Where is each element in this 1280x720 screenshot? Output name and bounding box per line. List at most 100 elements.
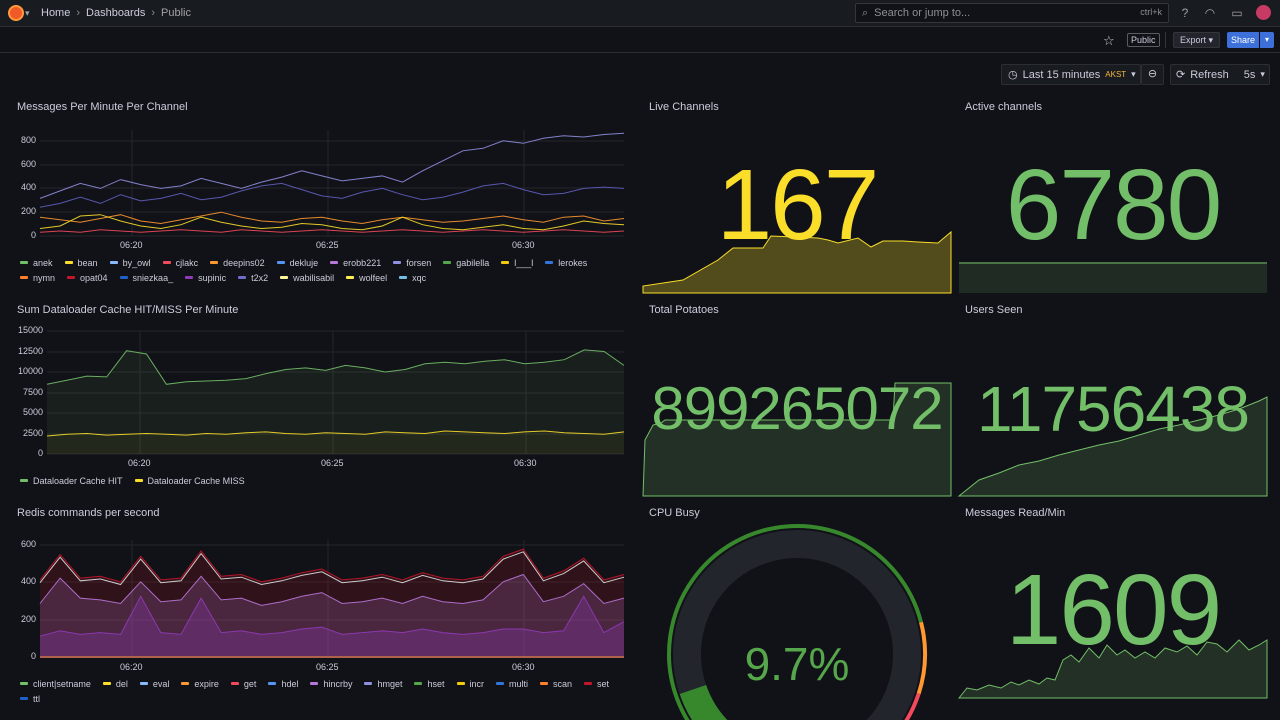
search-icon: ⌕ bbox=[862, 6, 869, 19]
legend-item[interactable]: forsen bbox=[393, 257, 431, 268]
legend-messages-per-minute: anek bean by_owl cjlakc deepins02 dekluje erob… bbox=[20, 257, 620, 283]
legend-item[interactable]: set bbox=[584, 678, 609, 689]
legend-label: sniezkaa_ bbox=[132, 272, 174, 283]
series-area-total-area bbox=[40, 549, 624, 658]
panel-title-messages-read[interactable]: Messages Read/Min bbox=[965, 507, 1066, 519]
messages-read-value: 1609 bbox=[1005, 554, 1222, 666]
help-icon[interactable]: ? bbox=[1181, 6, 1189, 20]
legend-swatch bbox=[540, 682, 549, 685]
search-input[interactable]: ⌕ Search or jump to... ctrl+k bbox=[855, 3, 1169, 23]
legend-label: l___l bbox=[514, 257, 534, 268]
series-line-forsen bbox=[39, 132, 625, 199]
legend-item[interactable]: multi bbox=[496, 678, 528, 689]
panel-title-redis-commands[interactable]: Redis commands per second bbox=[17, 507, 160, 519]
legend-item[interactable]: lerokes bbox=[545, 257, 587, 268]
legend-swatch bbox=[501, 261, 510, 264]
breadcrumb-dashboards[interactable]: Dashboards bbox=[86, 7, 146, 19]
legend-swatch bbox=[456, 682, 465, 685]
y-tick-label: 400 bbox=[20, 182, 36, 192]
legend-swatch bbox=[496, 682, 505, 685]
chevron-right-icon: › bbox=[151, 7, 156, 19]
legend-item[interactable]: wabilisabil bbox=[280, 272, 334, 283]
legend-swatch bbox=[346, 276, 355, 279]
chevron-down-icon[interactable]: ▾ bbox=[25, 8, 30, 18]
legend-label: gabilella bbox=[456, 257, 490, 268]
zoom-out-button[interactable]: ⊖ bbox=[1141, 64, 1164, 85]
legend-label: bean bbox=[77, 257, 98, 268]
panel-title-messages-per-minute[interactable]: Messages Per Minute Per Channel bbox=[17, 101, 188, 113]
panel-title-active-channels[interactable]: Active channels bbox=[965, 101, 1043, 113]
panel-title-cpu-busy[interactable]: CPU Busy bbox=[649, 507, 700, 519]
legend-item[interactable]: opat04 bbox=[67, 272, 108, 283]
series-line-hincrby bbox=[39, 595, 625, 637]
live-channels-sparkline bbox=[642, 230, 952, 294]
legend-item[interactable]: anek bbox=[20, 257, 53, 268]
export-button[interactable]: Export ▾ bbox=[1173, 32, 1221, 48]
legend-item[interactable]: del bbox=[102, 678, 128, 689]
messages-per-minute-chart[interactable] bbox=[39, 130, 625, 238]
legend-item[interactable]: Dataloader Cache MISS bbox=[134, 475, 245, 486]
legend-item[interactable]: sniezkaa_ bbox=[119, 272, 174, 283]
series-area-hmget bbox=[40, 574, 624, 658]
legend-item[interactable]: Dataloader Cache HIT bbox=[20, 475, 123, 486]
legend-item[interactable]: bean bbox=[64, 257, 98, 268]
legend-item[interactable]: client|setname bbox=[20, 678, 91, 689]
messages-read-sparkline bbox=[957, 639, 1268, 699]
x-tick-label: 06:20 bbox=[128, 458, 151, 468]
panel-title-dataloader-cache[interactable]: Sum Dataloader Cache HIT/MISS Per Minute bbox=[17, 304, 239, 316]
series-line-anek bbox=[39, 182, 625, 208]
panel-title-users-seen[interactable]: Users Seen bbox=[965, 304, 1023, 316]
legend-item[interactable]: hmget bbox=[364, 678, 402, 689]
legend-item[interactable]: deepins02 bbox=[210, 257, 265, 268]
redis-commands-chart[interactable] bbox=[39, 540, 625, 658]
legend-swatch bbox=[584, 682, 593, 685]
share-options-button[interactable]: ▾ bbox=[1260, 32, 1274, 48]
legend-item[interactable]: t2x2 bbox=[238, 272, 268, 283]
export-label: Export bbox=[1180, 35, 1207, 45]
grafana-logo-icon[interactable] bbox=[8, 5, 24, 21]
legend-item[interactable]: scan bbox=[540, 678, 572, 689]
dataloader-cache-chart[interactable] bbox=[46, 330, 625, 455]
legend-item[interactable]: incr bbox=[456, 678, 484, 689]
x-tick-label: 06:25 bbox=[321, 458, 344, 468]
refresh-button[interactable]: ⟳ Refresh 5s ▾ bbox=[1170, 64, 1270, 85]
legend-item[interactable]: hincrby bbox=[310, 678, 352, 689]
y-tick-label: 600 bbox=[20, 159, 36, 169]
legend-label: lerokes bbox=[558, 257, 588, 268]
avatar[interactable] bbox=[1256, 5, 1271, 20]
legend-item[interactable]: dekluje bbox=[276, 257, 318, 268]
legend-item[interactable]: erobb221 bbox=[330, 257, 381, 268]
legend-item[interactable]: hset bbox=[414, 678, 445, 689]
y-tick-label: 12500 bbox=[17, 346, 43, 356]
star-icon[interactable]: ☆ bbox=[1103, 33, 1115, 48]
refresh-label: Refresh bbox=[1190, 68, 1229, 81]
legend-item[interactable]: expire bbox=[181, 678, 219, 689]
panel-title-total-potatoes[interactable]: Total Potatoes bbox=[649, 304, 719, 316]
legend-swatch bbox=[134, 479, 143, 482]
legend-item[interactable]: hdel bbox=[268, 678, 298, 689]
legend-item[interactable]: get bbox=[230, 678, 256, 689]
share-button[interactable]: Share bbox=[1227, 32, 1259, 48]
active-channels-sparkline bbox=[959, 262, 1267, 293]
x-tick-label: 06:25 bbox=[316, 662, 339, 672]
legend-item[interactable]: cjlakc bbox=[162, 257, 198, 268]
legend-item[interactable]: nymn bbox=[20, 272, 55, 283]
legend-item[interactable]: wolfeel bbox=[346, 272, 387, 283]
legend-item[interactable]: by_owl bbox=[109, 257, 151, 268]
breadcrumb-home[interactable]: Home bbox=[41, 7, 71, 19]
legend-item[interactable]: l___l bbox=[501, 257, 533, 268]
legend-swatch bbox=[210, 261, 219, 264]
legend-swatch bbox=[399, 276, 408, 279]
news-icon[interactable]: ◠ bbox=[1204, 6, 1216, 20]
legend-item[interactable]: xqc bbox=[399, 272, 426, 283]
legend-item[interactable]: gabilella bbox=[443, 257, 489, 268]
legend-label: supinic bbox=[198, 272, 227, 283]
y-tick-label: 7500 bbox=[22, 387, 43, 397]
legend-item[interactable]: ttl bbox=[20, 693, 40, 704]
legend-swatch bbox=[64, 261, 73, 264]
time-range-picker[interactable]: ◷ Last 15 minutes AKST ▾ bbox=[1001, 64, 1141, 85]
legend-item[interactable]: eval bbox=[139, 678, 169, 689]
legend-item[interactable]: supinic bbox=[185, 272, 226, 283]
panel-title-live-channels[interactable]: Live Channels bbox=[649, 101, 719, 113]
display-icon[interactable]: ▭ bbox=[1231, 6, 1243, 20]
